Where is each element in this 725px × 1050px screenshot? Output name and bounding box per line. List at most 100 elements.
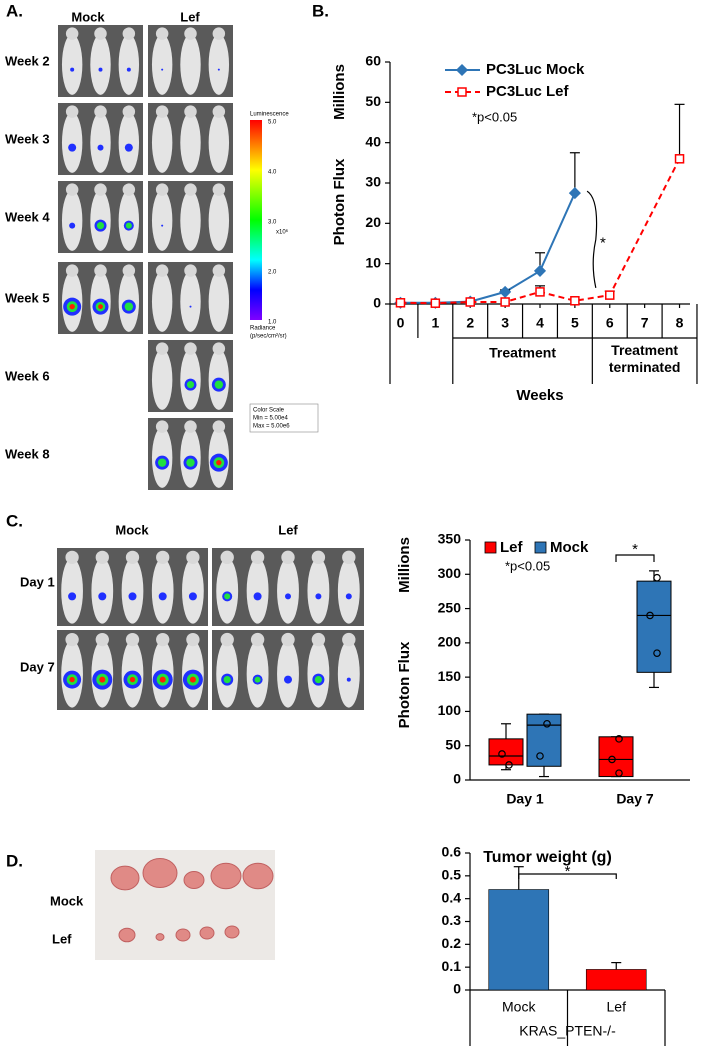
- tumor: [110, 865, 140, 891]
- tumor: [199, 926, 215, 940]
- legend-label: PC3Luc Mock: [486, 61, 585, 78]
- mouse-head: [184, 342, 197, 355]
- mouse: [61, 558, 83, 624]
- mouse-head: [250, 550, 265, 565]
- mouse-head: [122, 27, 136, 40]
- signal: [285, 593, 291, 600]
- mouse-head: [281, 550, 295, 565]
- colorbar-title: Luminescence: [250, 112, 289, 118]
- colorbar-tick: 2.0: [268, 270, 277, 276]
- mouse-head: [155, 264, 169, 277]
- point: [615, 769, 623, 777]
- point: [653, 573, 661, 582]
- mouse-head: [122, 105, 136, 118]
- mouse: [90, 112, 111, 173]
- panel-label: A.: [6, 1, 23, 20]
- mouse: [121, 558, 144, 624]
- mouse-head: [156, 550, 170, 565]
- mouse: [151, 34, 173, 95]
- x-tick-label: Day 7: [616, 791, 654, 807]
- line: [400, 158, 681, 305]
- mouse: [337, 558, 360, 624]
- mouse-head: [65, 264, 79, 277]
- signal: [124, 302, 134, 311]
- tumor: [142, 858, 178, 888]
- mouse: [180, 34, 201, 95]
- point: [646, 611, 654, 620]
- x-label: KRAS_PTEN-/-: [519, 1023, 616, 1039]
- y-tick-label: 30: [365, 174, 381, 190]
- mouse-head: [184, 105, 197, 118]
- y-unit: Millions: [331, 64, 348, 120]
- mouse: [180, 271, 201, 332]
- row-label: Lef: [52, 931, 72, 946]
- mouse-head: [94, 105, 107, 118]
- mouse-head: [184, 420, 197, 433]
- note: *p<0.05: [472, 109, 517, 124]
- signal: [254, 676, 261, 683]
- y-tick-label: 20: [365, 214, 381, 230]
- signal: [284, 675, 292, 684]
- mouse: [151, 271, 173, 332]
- y-tick-label: 0.5: [442, 867, 462, 883]
- marker: [605, 290, 615, 300]
- y-tick-label: 150: [438, 668, 462, 684]
- mouse-head: [186, 550, 200, 565]
- line: [400, 192, 576, 304]
- y-tick-label: 60: [365, 53, 381, 69]
- bracket: [586, 190, 598, 288]
- mouse-head: [311, 550, 326, 565]
- mouse-head: [122, 183, 136, 196]
- significance: *: [632, 541, 638, 558]
- signal: [126, 67, 131, 72]
- mouse-head: [212, 27, 226, 40]
- signal: [98, 67, 103, 72]
- colorbar-tick: 1.0: [268, 320, 277, 326]
- mouse: [91, 558, 114, 624]
- signal: [69, 303, 75, 310]
- colorbar-tick: 4.0: [268, 170, 277, 176]
- marker: [533, 264, 547, 277]
- panel-label: D.: [6, 851, 23, 870]
- x-tick-label: 3: [501, 315, 509, 331]
- mouse-head: [212, 183, 226, 196]
- y-tick-label: 10: [365, 254, 381, 270]
- y-tick-label: 0.1: [442, 958, 462, 974]
- signal: [217, 68, 220, 71]
- mouse-head: [155, 183, 169, 196]
- mouse: [337, 640, 360, 708]
- legend-label: Lef: [500, 539, 524, 556]
- signal: [97, 144, 104, 151]
- legend-label: PC3Luc Lef: [486, 83, 570, 100]
- legend-swatch: [534, 541, 547, 554]
- tumor: [210, 862, 242, 890]
- scale-box: [249, 403, 319, 433]
- group-label: Treatment terminated: [608, 342, 681, 375]
- y-tick-label: 0.3: [442, 912, 462, 928]
- mouse-head: [212, 342, 226, 355]
- column-label: Lef: [278, 522, 298, 537]
- x-tick-label: 0: [397, 315, 405, 331]
- mouse: [277, 558, 299, 624]
- panel-label: C.: [6, 511, 23, 530]
- mouse: [208, 271, 230, 332]
- x-tick-label: Lef: [607, 999, 627, 1015]
- y-tick-label: 200: [438, 634, 462, 650]
- mouse: [180, 112, 201, 173]
- y-tick-label: 350: [438, 531, 462, 547]
- mouse: [208, 112, 230, 173]
- y-tick-label: 0.4: [442, 889, 462, 905]
- x-label: Weeks: [516, 387, 563, 404]
- mouse-head: [125, 632, 140, 647]
- mouse: [151, 349, 173, 410]
- signal: [129, 676, 136, 683]
- signal: [125, 222, 132, 229]
- signal: [124, 143, 133, 152]
- mouse: [118, 34, 140, 95]
- y-tick-label: 0: [453, 771, 461, 787]
- mouse: [151, 190, 173, 251]
- signal: [68, 143, 77, 152]
- marker: [500, 297, 510, 307]
- y-tick-label: 300: [438, 565, 462, 581]
- y-unit: Millions: [396, 537, 413, 593]
